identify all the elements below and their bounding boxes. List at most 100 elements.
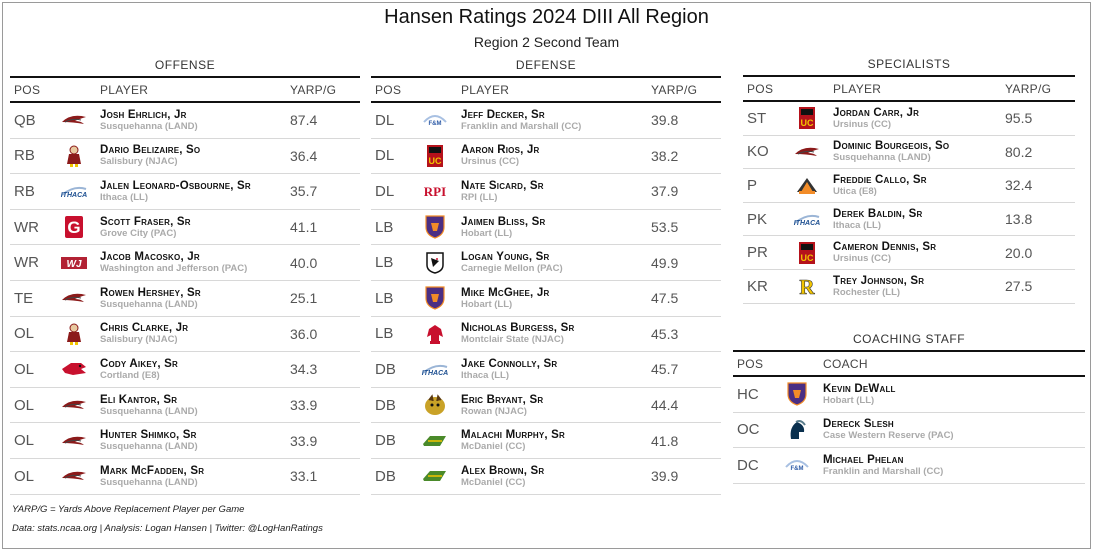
yarp-value: 33.9 (290, 432, 318, 449)
player-name: Hunter Shimko, Sr (100, 429, 197, 442)
svg-text:ITHACA: ITHACA (794, 220, 820, 227)
position-cell: DL (375, 111, 395, 129)
position-cell: DB (375, 360, 396, 378)
table-row: DB Eric Bryant, Sr Rowan (NJAC) 44.4 (371, 388, 721, 424)
player-cell: Logan Young, Sr Carnegie Mellon (PAC) (459, 251, 651, 274)
specialists-table: POS PLAYER YARP/G ST UC Jordan Carr, Jr … (743, 75, 1075, 304)
team-logo-icon: UC (783, 107, 831, 130)
player-name: Eli Kantor, Sr (100, 393, 178, 406)
team-logo-icon: F&M (773, 457, 821, 473)
yarp-column-header: YARP/G (651, 82, 698, 97)
yarp-value: 45.3 (651, 325, 679, 342)
player-school: Hobart (LL) (461, 298, 513, 310)
team-logo-icon: ITHACA (411, 361, 459, 377)
player-name: Malachi Murphy, Sr (461, 429, 566, 442)
yarp-value: 35.7 (290, 183, 318, 200)
player-cell: Eric Bryant, Sr Rowan (NJAC) (459, 394, 651, 417)
player-name: Nate Sicard, Sr (461, 179, 544, 192)
player-name: Alex Brown, Sr (461, 464, 545, 477)
defense-header-row: POS PLAYER YARP/G (371, 76, 721, 103)
team-logo-icon (783, 174, 831, 196)
table-row: OL Chris Clarke, Jr Salisbury (NJAC) 36.… (10, 317, 360, 353)
player-cell: Hunter Shimko, Sr Susquehanna (LAND) (98, 429, 290, 452)
player-school: Rochester (LL) (833, 286, 901, 298)
player-name: Derek Baldin, Sr (833, 207, 923, 220)
yarp-value: 25.1 (290, 290, 318, 307)
player-name: Scott Fraser, Sr (100, 215, 191, 228)
team-logo-icon: RPI (411, 183, 459, 199)
team-logo-icon: F&M (411, 112, 459, 128)
player-school: Susquehanna (LAND) (833, 152, 931, 164)
svg-text:RPI: RPI (424, 184, 446, 199)
player-school: Ithaca (LL) (461, 370, 510, 381)
team-logo-icon (773, 382, 821, 406)
player-cell: Malachi Murphy, Sr McDaniel (CC) (459, 429, 651, 452)
specialists-section-title: SPECIALISTS (867, 57, 951, 71)
pos-column-header: POS (375, 82, 402, 97)
position-cell: DC (737, 456, 759, 474)
position-cell: OL (14, 360, 35, 378)
position-cell: HC (737, 385, 759, 403)
page-title: Hansen Ratings 2024 DIII All Region (384, 6, 709, 28)
player-name: Rowen Hershey, Sr (100, 286, 201, 299)
team-logo-icon: R (783, 275, 831, 297)
player-cell: Chris Clarke, Jr Salisbury (NJAC) (98, 322, 290, 345)
player-name: Dominic Bourgeois, So (833, 140, 950, 153)
table-row: HC Kevin DeWall Hobart (LL) (733, 377, 1085, 413)
player-school: Salisbury (NJAC) (100, 334, 178, 346)
player-school: Carnegie Mellon (PAC) (461, 263, 563, 275)
player-cell: Dominic Bourgeois, So Susquehanna (LAND) (831, 140, 1005, 163)
team-logo-icon: G (50, 216, 98, 239)
player-cell: Cody Aikey, Sr Cortland (E8) (98, 358, 290, 381)
yarp-value: 33.9 (290, 397, 318, 414)
team-logo-icon (411, 251, 459, 274)
player-cell: Dereck Slesh Case Western Reserve (PAC) (821, 418, 1085, 441)
player-name: Dereck Slesh (823, 418, 894, 431)
player-school: Grove City (PAC) (100, 227, 177, 239)
yarp-column-header: YARP/G (290, 82, 337, 97)
player-school: Ithaca (LL) (833, 219, 882, 231)
player-school: McDaniel (CC) (461, 476, 526, 488)
player-cell: Michael Phelan Franklin and Marshall (CC… (821, 454, 1085, 477)
player-cell: Freddie Callo, Sr Utica (E8) (831, 174, 1005, 197)
player-name: Nicholas Burgess, Sr (461, 322, 575, 335)
yarp-value: 32.4 (1005, 177, 1033, 194)
position-cell: LB (375, 289, 394, 307)
position-cell: OL (14, 432, 35, 450)
player-school: Franklin and Marshall (CC) (823, 466, 944, 478)
yarp-value: 47.5 (651, 290, 679, 307)
table-row: DC F&M Michael Phelan Franklin and Marsh… (733, 448, 1085, 484)
team-logo-icon (50, 398, 98, 412)
player-cell: Jeff Decker, Sr Franklin and Marshall (C… (459, 109, 651, 132)
player-school: Hobart (LL) (461, 227, 513, 239)
team-logo-icon (783, 145, 831, 159)
player-cell: Derek Baldin, Sr Ithaca (LL) (831, 208, 1005, 231)
player-school: RPI (LL) (461, 192, 498, 204)
player-name: Chris Clarke, Jr (100, 322, 189, 335)
team-logo-icon: UC (411, 144, 459, 167)
coaching-header-row: POS COACH (733, 350, 1085, 377)
player-school: Susquehanna (LAND) (100, 405, 198, 417)
player-school: Utica (E8) (833, 186, 877, 198)
player-name: Kevin DeWall (823, 382, 896, 395)
yarp-column-header: YARP/G (1005, 81, 1052, 96)
team-logo-icon (50, 434, 98, 448)
position-cell: RB (14, 147, 35, 165)
player-school: Susquehanna (LAND) (100, 120, 198, 132)
player-school: Ursinus (CC) (461, 156, 520, 168)
position-cell: WR (14, 218, 39, 236)
position-cell: QB (14, 111, 36, 129)
player-name: Jordan Carr, Jr (833, 106, 920, 119)
team-logo-icon (411, 286, 459, 310)
player-school: Franklin and Marshall (CC) (461, 120, 582, 132)
player-column-header: PLAYER (833, 81, 882, 96)
defense-table: POS PLAYER YARP/G DL F&M Jeff Decker, Sr… (371, 76, 721, 495)
position-cell: WR (14, 254, 39, 272)
table-row: DL F&M Jeff Decker, Sr Franklin and Mars… (371, 103, 721, 139)
table-row: DL RPI Nate Sicard, Sr RPI (LL) 37.9 (371, 174, 721, 210)
offense-header-row: POS PLAYER YARP/G (10, 76, 360, 103)
yarp-value: 44.4 (651, 397, 679, 414)
yarp-value: 45.7 (651, 361, 679, 378)
team-logo-icon (50, 113, 98, 127)
player-name: Dario Belizaire, So (100, 144, 201, 157)
